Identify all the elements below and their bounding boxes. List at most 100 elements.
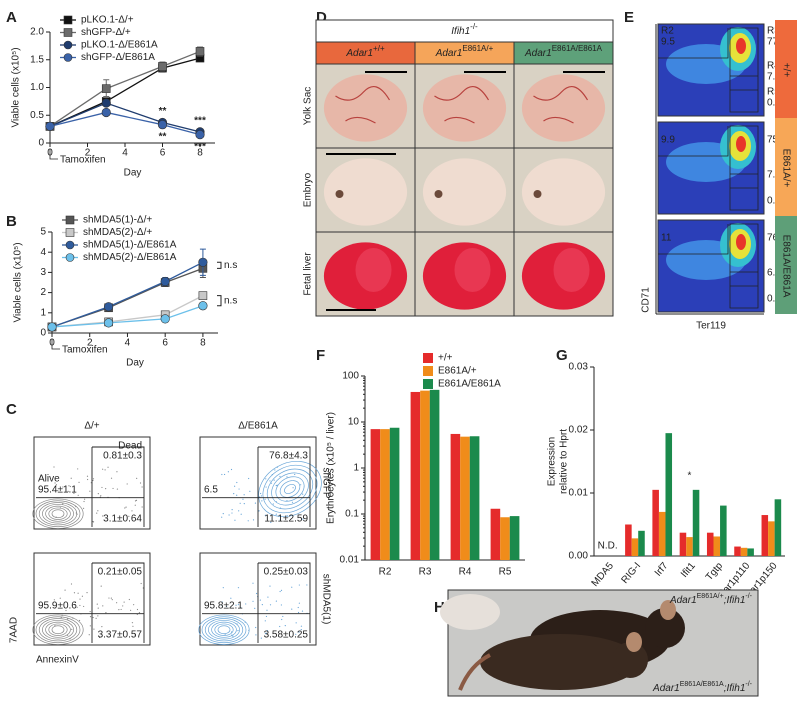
event-dot: [270, 482, 273, 484]
y-tick-label: 1: [40, 307, 46, 318]
genotype-label: E861A/E861A: [780, 235, 791, 298]
text-part: Adar1: [435, 48, 463, 59]
y-tick-label: 3: [40, 267, 46, 278]
event-dot: [92, 616, 94, 619]
event-dot: [93, 628, 95, 630]
gate-value: 9.5: [661, 37, 675, 48]
event-dot: [133, 604, 135, 606]
series-line: [51, 305, 204, 328]
event-dot: [116, 488, 119, 490]
event-dot: [75, 505, 77, 508]
bracket: [217, 261, 222, 269]
panel-label: E: [624, 9, 634, 26]
event-dot: [130, 609, 132, 611]
event-dot: [295, 622, 297, 624]
event-dot: [259, 599, 261, 601]
event-dot: [223, 473, 226, 476]
event-dot: [295, 633, 297, 635]
event-dot: [108, 597, 110, 599]
bar: [500, 517, 510, 560]
panel-label: A: [6, 9, 17, 26]
vessels: [533, 85, 589, 124]
event-dot: [236, 494, 238, 496]
event-dot: [291, 608, 293, 610]
gate-value: 11.1±2.59: [264, 514, 308, 525]
x-tick-label: Tgtp: [704, 560, 726, 583]
event-dot: [72, 617, 74, 619]
density: [736, 234, 746, 250]
event-dot: [264, 514, 266, 516]
event-dot: [255, 592, 258, 595]
event-dot: [298, 602, 300, 604]
event-dot: [282, 615, 284, 618]
legend-swatch: [423, 379, 433, 389]
contour: [266, 468, 314, 510]
event-dot: [237, 604, 240, 606]
gate-value: 76.8±4.3: [269, 451, 308, 462]
event-dot: [122, 631, 125, 633]
event-dot: [53, 599, 55, 601]
contour: [217, 625, 231, 635]
text-part: Adar1: [345, 48, 373, 59]
event-dot: [273, 479, 275, 481]
event-dot: [101, 626, 103, 628]
y-tick-label: 0.03: [569, 362, 589, 373]
event-dot: [124, 507, 126, 509]
legend-label: +/+: [438, 353, 453, 364]
text-part: -/-: [470, 22, 478, 31]
event-dot: [107, 466, 109, 468]
event-dot: [89, 610, 91, 613]
event-dot: [300, 484, 302, 486]
event-dot: [222, 587, 224, 589]
event-dot: [69, 638, 71, 640]
event-dot: [269, 585, 271, 587]
bar: [631, 538, 639, 556]
column-header: Adar1+/+: [345, 44, 385, 59]
genotype-box: [775, 20, 797, 118]
annotation: Tamoxifen: [60, 155, 106, 166]
event-dot: [231, 634, 233, 636]
y-tick-label: 0.02: [569, 425, 589, 436]
text-part: Ifih1: [451, 26, 470, 37]
photo-label: Adar1E861A/+;Ifih1-/-: [669, 593, 753, 605]
contour: [284, 484, 296, 494]
event-dot: [134, 500, 137, 502]
marker: [101, 98, 111, 108]
event-dot: [237, 587, 240, 589]
gate-value: 11: [661, 233, 672, 244]
event-dot: [271, 474, 273, 476]
glove: [440, 594, 500, 630]
series-line: [51, 295, 204, 328]
gate-value: 77: [767, 37, 779, 48]
event-dot: [297, 606, 299, 609]
gate-label: R2: [661, 26, 674, 37]
marker: [195, 130, 205, 140]
bar: [686, 537, 693, 556]
event-dot: [231, 512, 233, 514]
gate-label: R3: [767, 26, 780, 37]
text-part: -/-: [745, 681, 752, 688]
event-dot: [269, 604, 272, 606]
contour: [48, 623, 68, 636]
row-label: Embryo: [303, 172, 314, 207]
event-dot: [221, 473, 223, 476]
event-dot: [101, 486, 103, 489]
event-dot: [97, 493, 99, 495]
event-dot: [105, 611, 107, 614]
bar: [490, 508, 501, 560]
event-dot: [265, 478, 267, 480]
event-dot: [76, 513, 78, 515]
mouse-head: [612, 642, 648, 678]
event-dot: [67, 634, 69, 636]
bar: [469, 436, 480, 560]
panel-label: D: [316, 9, 327, 26]
event-dot: [110, 597, 112, 599]
gate: [202, 446, 311, 527]
event-dot: [73, 592, 76, 594]
event-dot: [265, 615, 268, 618]
y-tick-label: 0.5: [30, 110, 44, 121]
eye: [533, 190, 542, 198]
contour: [201, 616, 247, 644]
genotype-label: E861A/+: [780, 149, 791, 188]
event-dot: [55, 484, 58, 486]
